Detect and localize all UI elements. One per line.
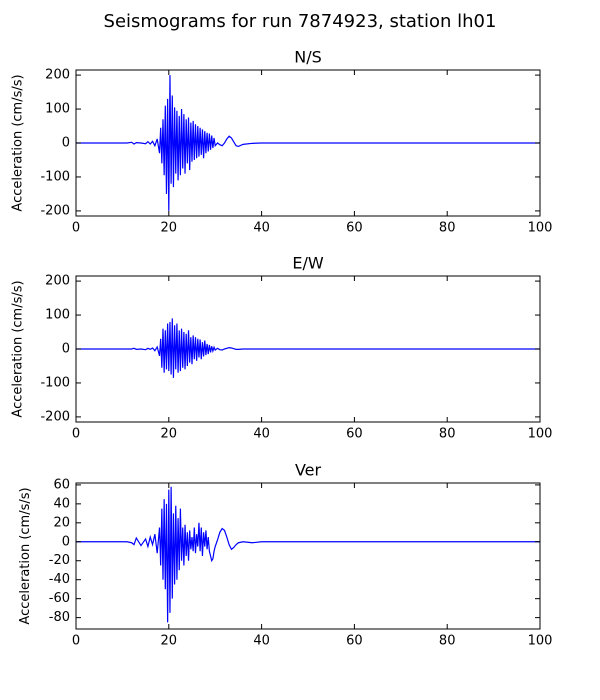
x-tick-label: 40 <box>253 427 270 442</box>
x-tick-label: 100 <box>528 634 553 649</box>
y-tick-label: 200 <box>45 274 70 289</box>
x-tick-label: 60 <box>346 634 363 649</box>
x-tick-label: 20 <box>161 634 178 649</box>
y-tick-label: -100 <box>40 375 70 390</box>
x-tick-label: 40 <box>253 221 270 236</box>
y-axis-label: Acceleration (cm/s/s) <box>11 280 26 417</box>
y-tick-label: -200 <box>40 409 70 424</box>
figure-title: Seismograms for run 7874923, station lh0… <box>104 11 497 32</box>
y-tick-label: -40 <box>49 572 70 587</box>
panel-title: E/W <box>292 254 324 273</box>
y-tick-label: 100 <box>45 308 70 323</box>
y-tick-label: -60 <box>49 591 70 606</box>
series-line <box>76 318 540 378</box>
x-tick-label: 80 <box>439 634 456 649</box>
y-tick-label: 100 <box>45 102 70 117</box>
panel-title: N/S <box>294 48 322 67</box>
plot-frame <box>75 482 541 630</box>
y-tick-label: -100 <box>40 169 70 184</box>
panel-title: Ver <box>295 461 322 480</box>
y-tick-label: -200 <box>40 203 70 218</box>
x-tick-label: 100 <box>528 427 553 442</box>
x-tick-label: 40 <box>253 634 270 649</box>
x-tick-label: 80 <box>439 221 456 236</box>
x-tick-label: 60 <box>346 221 363 236</box>
y-axis-label: Acceleration (cm/s/s) <box>11 74 26 211</box>
y-tick-label: 40 <box>53 496 70 511</box>
x-tick-label: 80 <box>439 427 456 442</box>
y-tick-label: 60 <box>53 477 70 492</box>
y-tick-label: -20 <box>49 553 70 568</box>
x-tick-label: 0 <box>72 427 80 442</box>
y-tick-label: 200 <box>45 68 70 83</box>
y-tick-label: 0 <box>62 136 70 151</box>
y-tick-label: 0 <box>62 534 70 549</box>
x-tick-label: 60 <box>346 427 363 442</box>
x-tick-label: 100 <box>528 221 553 236</box>
x-tick-label: 20 <box>161 221 178 236</box>
x-tick-label: 0 <box>72 221 80 236</box>
y-tick-label: 20 <box>53 515 70 530</box>
series-line <box>76 486 540 623</box>
series-line <box>76 75 540 211</box>
y-tick-label: 0 <box>62 342 70 357</box>
x-tick-label: 0 <box>72 634 80 649</box>
x-tick-label: 20 <box>161 427 178 442</box>
y-tick-label: -80 <box>49 610 70 625</box>
y-axis-label: Acceleration (cm/s/s) <box>18 487 33 624</box>
